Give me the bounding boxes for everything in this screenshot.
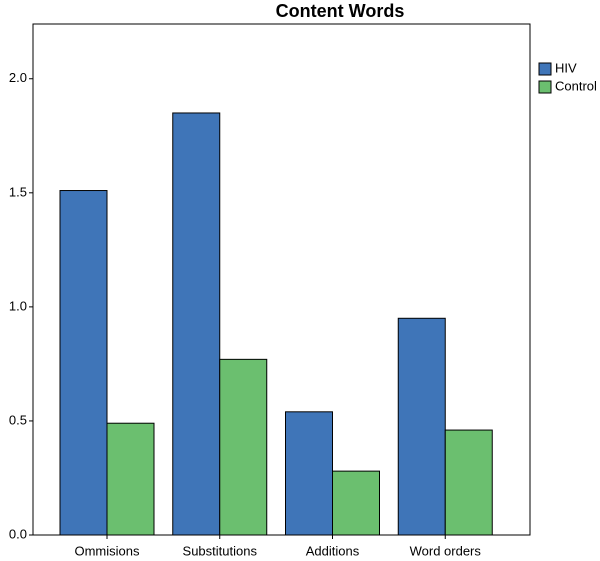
y-tick-label: 2.0 <box>9 70 27 85</box>
chart-title: Content Words <box>276 1 405 21</box>
legend-label: Control <box>555 78 597 93</box>
legend-swatch <box>538 62 552 76</box>
legend-label: HIV <box>555 60 577 75</box>
y-tick-label: 0.5 <box>9 412 27 427</box>
bar <box>285 411 333 536</box>
y-tick-label: 1.0 <box>9 298 27 313</box>
x-tick-label: Ommisions <box>74 543 140 558</box>
legend-swatch <box>538 80 552 94</box>
bar <box>397 317 446 536</box>
bar <box>172 112 221 536</box>
y-tick-label: 1.5 <box>9 184 27 199</box>
bar <box>106 422 155 536</box>
y-tick-label: 0.0 <box>9 526 27 541</box>
x-tick-label: Substitutions <box>183 543 258 558</box>
bar <box>444 429 493 536</box>
x-tick-label: Word orders <box>410 543 482 558</box>
bar <box>332 470 380 536</box>
bar <box>219 358 268 536</box>
plot-frame <box>32 23 531 536</box>
bar <box>59 190 108 536</box>
x-tick-label: Additions <box>306 543 360 558</box>
